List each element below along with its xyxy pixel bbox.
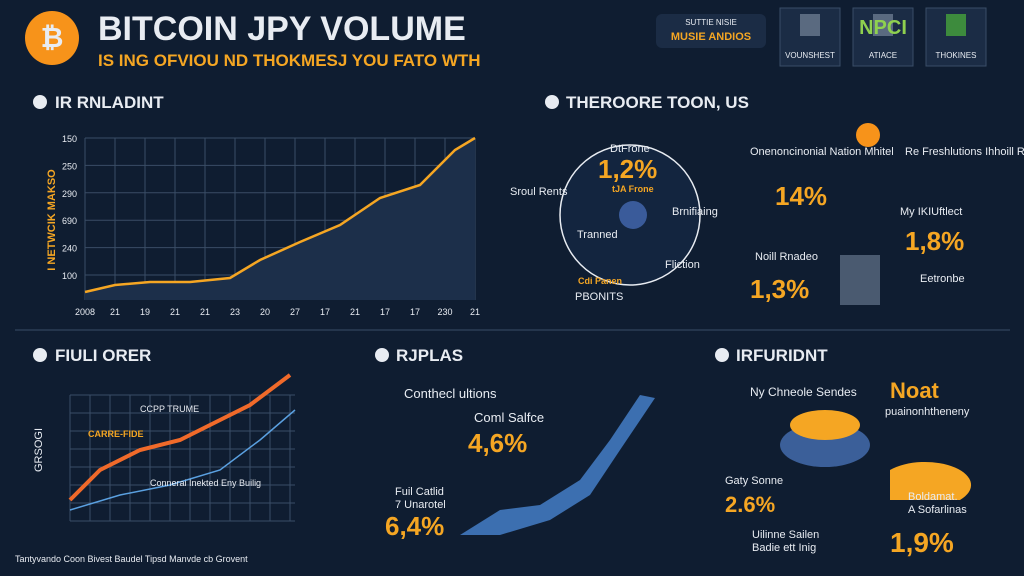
label: Cdi Panen xyxy=(578,276,622,286)
label: CCPP TRUME xyxy=(140,404,199,414)
value: 6,4% xyxy=(385,511,444,541)
label: Uilinne Sailen xyxy=(752,529,819,541)
y-tick-label: 690 xyxy=(62,216,77,226)
label: Coml Salfce xyxy=(474,410,544,425)
title: BITCOIN JPY VOLUME xyxy=(98,10,466,48)
y-tick-label: 250 xyxy=(62,161,77,171)
value: 1,9% xyxy=(890,527,954,558)
tile-label: ATIACE xyxy=(869,51,897,60)
tile-icon-text: NPCI xyxy=(859,17,907,39)
y-tick-label: 150 xyxy=(62,134,77,144)
side-text: Re Freshlutions Ihhoill Rib Ingers xyxy=(905,146,1024,158)
side-value: 1,3% xyxy=(750,274,809,304)
trend-line xyxy=(68,373,292,502)
core xyxy=(619,201,647,229)
bullet xyxy=(545,95,559,109)
volume-line xyxy=(84,136,476,294)
y-tick-label: 290 xyxy=(62,189,77,199)
label: Noat xyxy=(890,378,940,403)
label: Connerai Inekted Eny Builig xyxy=(150,478,261,488)
label: DtFrone xyxy=(610,143,650,155)
x-tick-label: 17 xyxy=(320,307,330,317)
x-tick-label: 21 xyxy=(350,307,360,317)
x-tick-label: 27 xyxy=(290,307,300,317)
label: PBONITS xyxy=(575,291,623,303)
label: A Sofarlinas xyxy=(908,504,967,516)
panel-heading: RJPLAS xyxy=(396,346,463,365)
label: Brnifiaing xyxy=(672,206,718,218)
tile-icon xyxy=(873,14,893,36)
label: Tranned xyxy=(577,229,618,241)
subtitle: IS ING OFVIOU ND THOKMESJ YOU FATO WTH xyxy=(98,51,481,70)
tile-label: VOUNSHEST xyxy=(785,51,835,60)
axis-label: I NETWCIK MAKSO xyxy=(46,169,58,271)
bitcoin-logo xyxy=(25,11,79,65)
label: CARRE-FIDE xyxy=(88,429,144,439)
panel-heading: IR RNLADINT xyxy=(55,93,164,112)
side-text: Noill Rnadeo xyxy=(755,251,818,263)
footer: Tantyvando Coon Bivest Baudel Tipsd Manv… xyxy=(15,554,248,564)
tile-label: THOKINES xyxy=(936,51,977,60)
label: Ny Chneole Sendes xyxy=(750,385,857,399)
growth-arrow xyxy=(460,395,655,535)
x-tick-label: 21 xyxy=(170,307,180,317)
bullet xyxy=(375,348,389,362)
x-tick-label: 21 xyxy=(110,307,120,317)
x-tick-label: 20 xyxy=(260,307,270,317)
badge-text: MUSIE ANDIOS xyxy=(671,31,751,43)
bullet xyxy=(715,348,729,362)
trend-line xyxy=(69,409,296,511)
pie-slice xyxy=(890,461,972,500)
label: 7 Unarotel xyxy=(395,499,446,511)
center-sub: tJA Frone xyxy=(612,184,654,194)
bullet xyxy=(33,348,47,362)
panel-heading: FIULI ORER xyxy=(55,346,151,365)
x-tick-label: 21 xyxy=(200,307,210,317)
area xyxy=(85,138,475,300)
side-text: Eetronbe xyxy=(920,273,965,285)
x-tick-label: 230 xyxy=(437,307,452,317)
label: Fuil Catlid xyxy=(395,486,444,498)
side-text: Onenoncinonial Nation Mhitel xyxy=(750,146,894,158)
x-tick-label: 23 xyxy=(230,307,240,317)
x-tick-label: 17 xyxy=(410,307,420,317)
tile xyxy=(779,7,841,67)
side-value: 1,8% xyxy=(905,226,964,256)
side-text: My IKIUftlect xyxy=(900,206,962,218)
center-value: 1,2% xyxy=(598,154,657,184)
server xyxy=(840,255,880,305)
label: Gaty Sonne xyxy=(725,475,783,487)
label: Sroul Rents xyxy=(510,186,568,198)
x-tick-label: 2008 xyxy=(75,307,95,317)
value: 4,6% xyxy=(468,428,527,458)
side-value: 14% xyxy=(775,181,827,211)
panel-heading: IRFURIDNT xyxy=(736,346,828,365)
axis-label: GRSOGI xyxy=(33,428,45,472)
label: Conthecl ultions xyxy=(404,386,497,401)
coin xyxy=(856,123,880,147)
bullet xyxy=(33,95,47,109)
value: 2.6% xyxy=(725,492,775,517)
x-tick-label: 19 xyxy=(140,307,150,317)
x-tick-label: 17 xyxy=(380,307,390,317)
x-tick-label: 21 xyxy=(470,307,480,317)
badge-top: SUTTIE NISIE xyxy=(685,18,737,27)
label: Badie ett Inig xyxy=(752,542,816,554)
label: puainonhtheneny xyxy=(885,406,970,418)
tile-icon xyxy=(800,14,820,36)
badge xyxy=(656,14,766,48)
bitcoin-symbol: ₿ xyxy=(41,22,64,53)
y-tick-label: 100 xyxy=(62,271,77,281)
panel-heading: THEROORE TOON, US xyxy=(566,93,749,112)
coin-stack xyxy=(790,410,860,440)
label: Boldamat. xyxy=(908,491,958,503)
y-tick-label: 240 xyxy=(62,244,77,254)
label: Fliction xyxy=(665,259,700,271)
tile-icon xyxy=(946,14,966,36)
